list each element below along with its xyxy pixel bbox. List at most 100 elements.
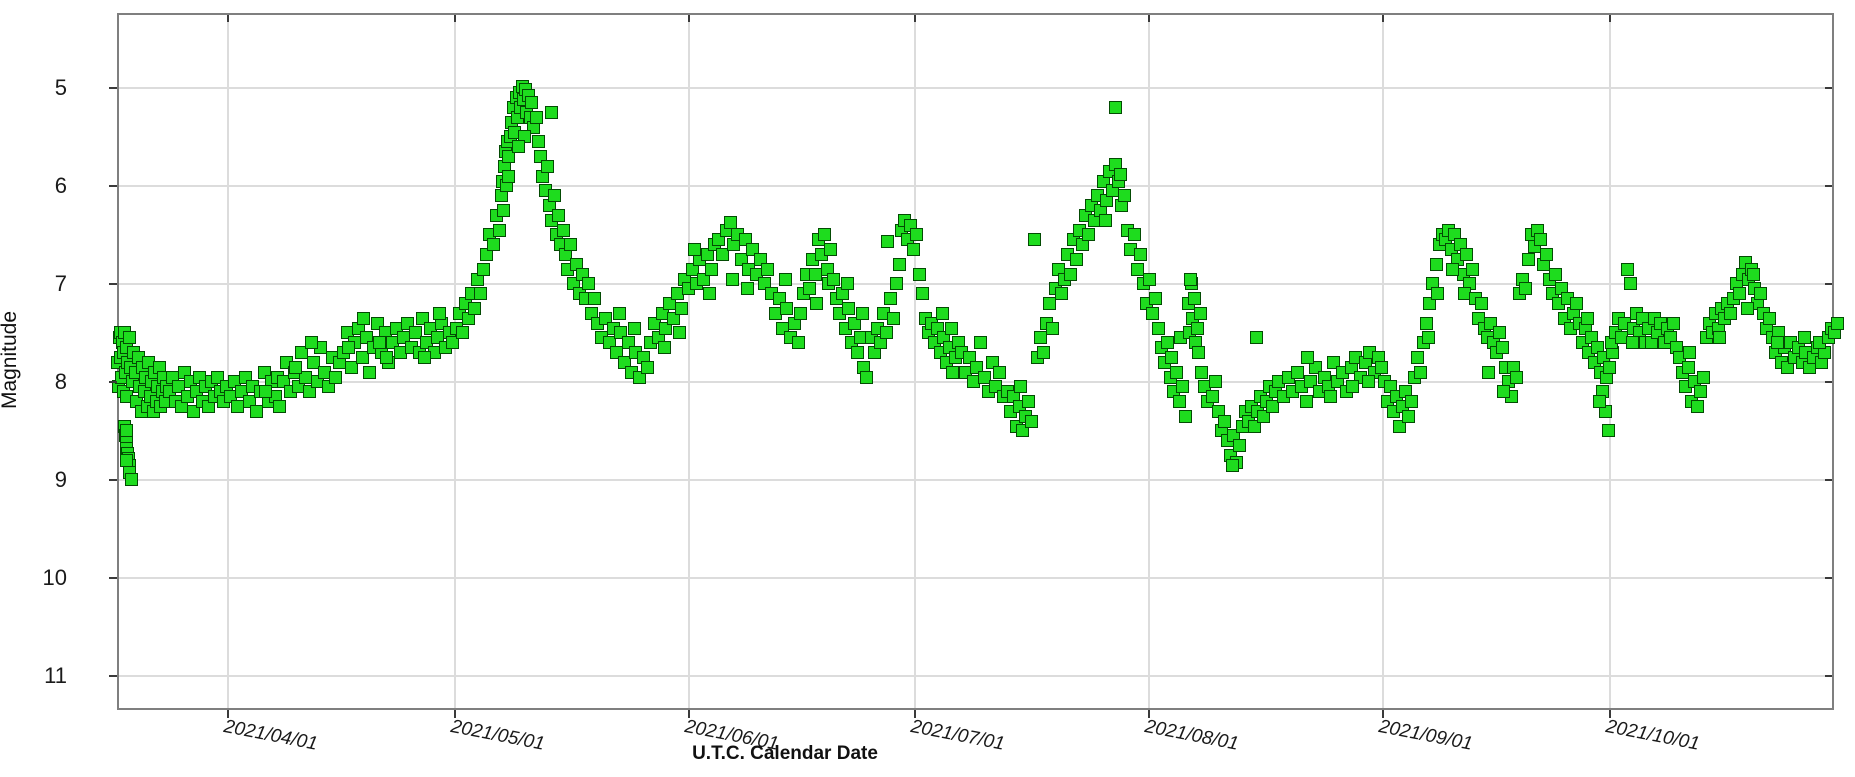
data-point (1495, 341, 1509, 355)
data-point (1423, 297, 1437, 311)
data-point (1723, 306, 1737, 320)
data-point (1133, 248, 1147, 262)
data-point (772, 292, 786, 306)
y-tick-right (1825, 86, 1832, 89)
data-point (1733, 287, 1746, 301)
x-tick (1148, 710, 1151, 718)
data-point (1014, 380, 1028, 394)
data-point (416, 311, 430, 325)
y-tick-label: 6 (54, 172, 67, 198)
data-point (250, 404, 264, 418)
data-point (802, 282, 816, 296)
y-tick-label: 11 (44, 662, 67, 688)
y-gridline (119, 478, 1832, 481)
data-point (716, 248, 730, 262)
data-point (497, 203, 511, 217)
data-point (1740, 301, 1754, 315)
data-point (1797, 331, 1811, 345)
data-point (753, 252, 767, 266)
data-point (1184, 272, 1198, 286)
data-point (974, 336, 988, 350)
data-point (703, 287, 717, 301)
data-point (238, 370, 252, 384)
data-point (978, 370, 991, 384)
data-point (1601, 424, 1615, 438)
data-point (780, 301, 794, 315)
data-point (725, 272, 739, 286)
data-point (890, 277, 904, 291)
data-point (627, 321, 641, 335)
x-tick (453, 710, 456, 718)
plot-area (111, 13, 1845, 710)
data-point (119, 453, 133, 467)
data-point (1831, 316, 1845, 330)
data-point (210, 370, 224, 384)
data-point (344, 360, 358, 374)
y-tick (109, 86, 117, 89)
y-tick-right (1825, 576, 1832, 579)
data-point (907, 243, 921, 257)
data-point (1169, 365, 1183, 379)
data-point (688, 243, 702, 257)
y-tick (109, 380, 117, 383)
data-point (357, 311, 371, 325)
data-point (1130, 262, 1144, 276)
data-point (827, 272, 840, 286)
data-point (1118, 189, 1132, 203)
data-point (672, 326, 686, 340)
data-point (1539, 248, 1553, 262)
data-point (1323, 390, 1337, 404)
data-point (1683, 346, 1697, 360)
data-point (359, 331, 373, 345)
data-point (380, 350, 394, 364)
data-point (1142, 272, 1156, 286)
data-point (1431, 287, 1444, 301)
data-point (1405, 395, 1419, 409)
data-point (1781, 360, 1795, 374)
data-point (477, 262, 491, 276)
y-gridline (119, 184, 1832, 187)
data-point (612, 306, 626, 320)
y-tick-right (1825, 184, 1832, 187)
data-point (1290, 365, 1304, 379)
data-point (432, 306, 446, 320)
data-point (1446, 262, 1460, 276)
data-point (1304, 375, 1318, 389)
x-gridline (227, 15, 229, 708)
data-point (1064, 267, 1078, 281)
data-point (304, 336, 318, 350)
data-point (659, 321, 673, 335)
data-point (1492, 326, 1506, 340)
data-point (1206, 390, 1220, 404)
data-point (1257, 409, 1271, 423)
data-point (529, 110, 543, 124)
x-tick-top (227, 15, 229, 22)
y-tick-label: 5 (54, 74, 67, 100)
data-point (468, 301, 482, 315)
data-point (408, 326, 422, 340)
data-point (823, 243, 837, 257)
data-point (666, 311, 680, 325)
data-point (401, 316, 415, 330)
data-point (1165, 350, 1179, 364)
data-point (1175, 380, 1189, 394)
data-point (1178, 409, 1192, 423)
data-point (1055, 287, 1069, 301)
data-point (363, 365, 377, 379)
data-point (757, 277, 771, 291)
data-point (1070, 252, 1084, 266)
data-point (1024, 414, 1038, 428)
data-point (564, 238, 578, 252)
data-point (1266, 399, 1280, 413)
x-tick (1382, 710, 1385, 718)
data-point (512, 140, 526, 154)
data-point (893, 257, 907, 271)
data-point (970, 360, 984, 374)
data-point (1209, 375, 1223, 389)
data-point (1603, 360, 1617, 374)
data-point (734, 252, 748, 266)
x-gridline (1148, 15, 1151, 708)
data-point (704, 262, 718, 276)
data-point (1497, 385, 1511, 399)
